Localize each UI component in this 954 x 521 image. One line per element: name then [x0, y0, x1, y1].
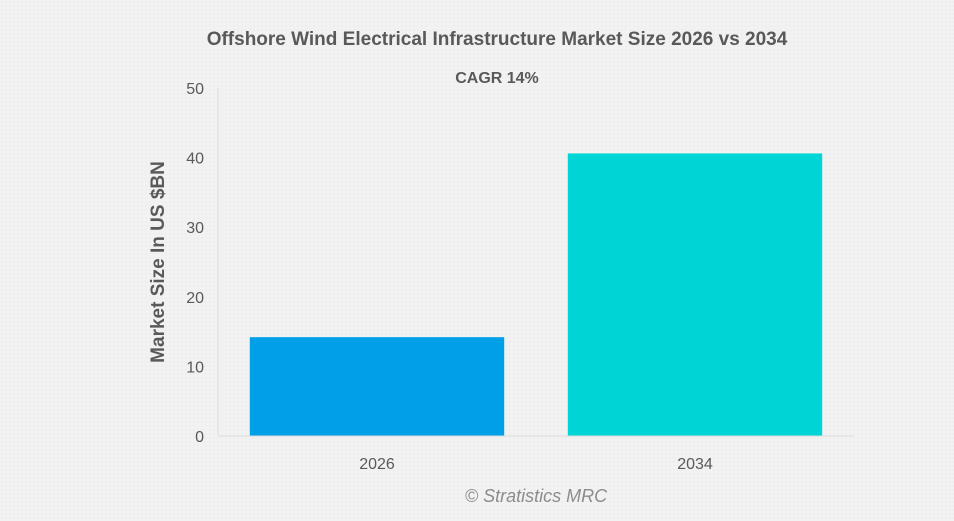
- watermark-text: © Stratistics MRC: [465, 486, 608, 506]
- x-tick-label: 2026: [359, 456, 395, 473]
- y-tick-label: 50: [186, 81, 204, 98]
- bar-2026: [249, 337, 505, 436]
- x-tick-label: 2034: [677, 456, 713, 473]
- y-tick-label: 30: [186, 220, 204, 237]
- y-tick-label: 20: [186, 290, 204, 307]
- chart-subtitle: CAGR 14%: [455, 70, 539, 87]
- y-axis-ticks: 0 10 20 30 40 50: [186, 81, 204, 446]
- chart-title: Offshore Wind Electrical Infrastructure …: [207, 29, 788, 50]
- y-tick-label: 0: [195, 429, 204, 446]
- bars: [249, 153, 823, 436]
- y-tick-label: 10: [186, 359, 204, 376]
- y-tick-label: 40: [186, 151, 204, 168]
- bar-2034: [567, 153, 823, 436]
- y-axis-label: Market Size In US $BN: [148, 161, 169, 363]
- x-axis-ticks: 2026 2034: [359, 456, 713, 473]
